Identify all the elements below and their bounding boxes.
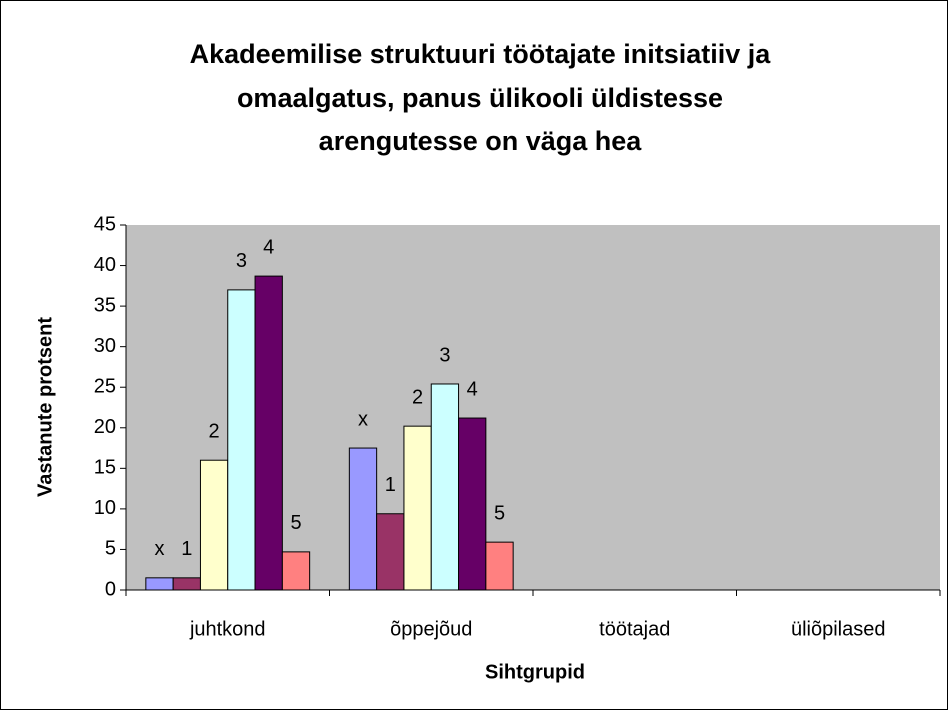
bar <box>485 541 514 591</box>
y-tick-label: 25 <box>94 376 116 398</box>
bar <box>281 551 311 591</box>
bar <box>199 459 229 591</box>
data-label: 5 <box>494 502 505 524</box>
bar <box>430 383 460 591</box>
bar <box>254 275 283 591</box>
bar <box>145 577 174 591</box>
y-tick-label: 0 <box>105 578 116 600</box>
x-tick-label: üliõpilased <box>791 618 886 640</box>
data-label: 1 <box>385 474 396 496</box>
data-label: 1 <box>181 538 192 560</box>
y-tick-label: 20 <box>94 416 116 438</box>
data-label: 2 <box>209 421 220 443</box>
data-label: 5 <box>290 512 301 534</box>
bar <box>348 447 378 591</box>
y-tick-label: 30 <box>94 335 116 357</box>
data-label: 3 <box>439 344 450 366</box>
data-label: 2 <box>412 386 423 408</box>
chart-title: arengutesse on väga hea <box>319 126 643 156</box>
x-axis-title: Sihtgrupid <box>485 661 585 683</box>
data-label: 4 <box>263 236 274 258</box>
x-tick-label: töötajad <box>599 618 670 640</box>
y-axis-title: Vastanute protsent <box>34 317 56 497</box>
x-tick-label: õppejõud <box>390 618 472 640</box>
data-label: x <box>154 538 164 560</box>
data-label: 4 <box>467 378 478 400</box>
y-tick-label: 15 <box>94 457 116 479</box>
y-tick-label: 40 <box>94 254 116 276</box>
bar <box>458 417 487 591</box>
y-tick-label: 10 <box>94 497 116 519</box>
bar <box>403 425 432 591</box>
y-tick-label: 35 <box>94 294 116 316</box>
chart-title: Akadeemilise struktuuri töötajate initsi… <box>190 39 772 69</box>
bar <box>227 289 256 591</box>
chart-title: omaalgatus, panus ülikooli üldistesse <box>237 83 723 113</box>
x-tick-label: juhtkond <box>189 618 266 640</box>
bar <box>172 577 201 591</box>
data-label: 3 <box>236 250 247 272</box>
data-label: x <box>358 408 368 430</box>
y-tick-label: 45 <box>94 213 116 235</box>
bar <box>376 513 405 591</box>
y-tick-label: 5 <box>105 538 116 560</box>
